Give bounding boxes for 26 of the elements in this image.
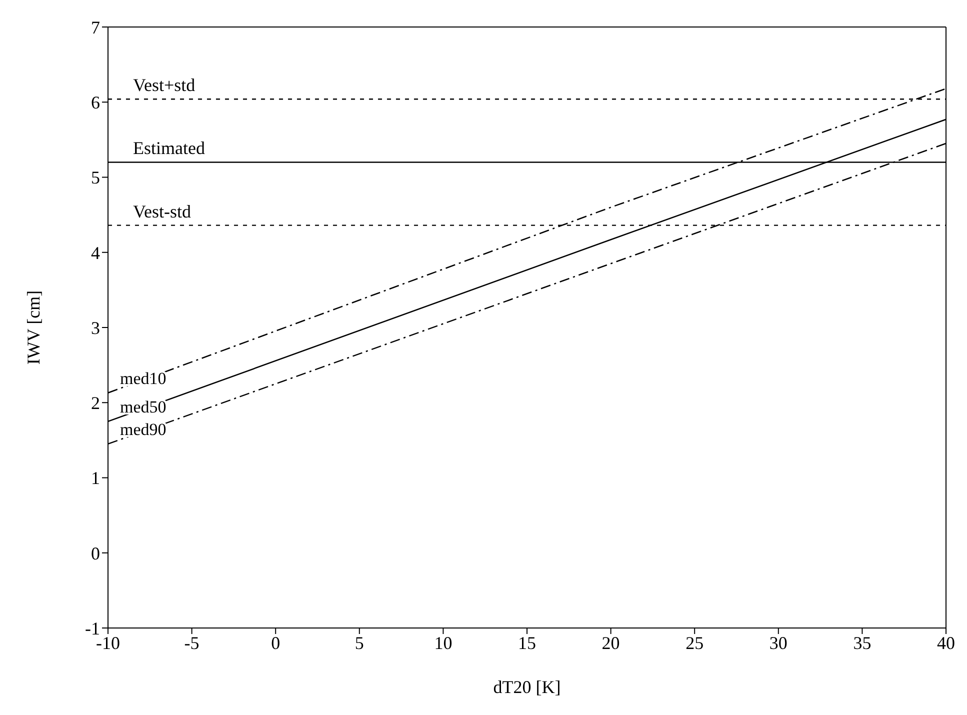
y-tick-label: 7 bbox=[91, 17, 100, 38]
ref-line-label: Vest+std bbox=[133, 75, 196, 96]
y-tick-label: 5 bbox=[91, 168, 100, 188]
y-tick-label: 4 bbox=[91, 242, 100, 263]
y-tick-label: 2 bbox=[91, 393, 100, 414]
x-axis-title: dT20 [K] bbox=[493, 677, 561, 697]
x-tick-label: 30 bbox=[769, 632, 788, 653]
series-label: med10 bbox=[120, 368, 166, 388]
x-tick-label: 20 bbox=[602, 632, 620, 653]
y-tick-label: -1 bbox=[85, 618, 100, 638]
x-tick-label: 40 bbox=[937, 632, 955, 653]
y-tick-label: 6 bbox=[91, 92, 100, 113]
x-tick-label: 35 bbox=[853, 632, 872, 653]
x-tick-label: 15 bbox=[518, 632, 536, 653]
y-tick-label: 1 bbox=[91, 468, 100, 488]
x-tick-label: 10 bbox=[434, 632, 452, 653]
x-tick-label: -5 bbox=[184, 632, 200, 653]
ref-line-label: Vest-std bbox=[133, 201, 191, 222]
x-tick-label: 5 bbox=[354, 632, 364, 653]
y-axis-title: IWV [cm] bbox=[23, 290, 44, 365]
y-tick-label: 0 bbox=[91, 543, 100, 564]
ref-line-label: Estimated bbox=[133, 138, 205, 158]
series-label: med90 bbox=[120, 420, 166, 439]
x-tick-label: 0 bbox=[271, 632, 280, 653]
x-tick-label: 25 bbox=[686, 632, 704, 653]
y-tick-label: 3 bbox=[91, 318, 100, 338]
